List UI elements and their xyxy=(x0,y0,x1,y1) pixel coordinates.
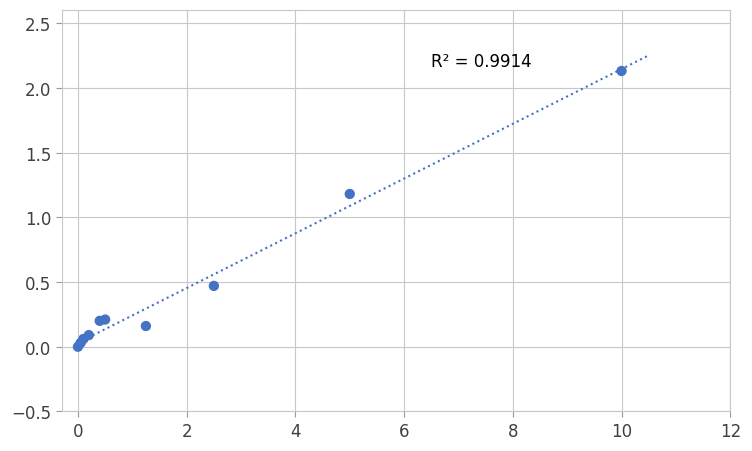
Point xyxy=(94,318,106,325)
Point xyxy=(77,336,89,343)
Point xyxy=(72,343,84,350)
Text: R² = 0.9914: R² = 0.9914 xyxy=(432,53,532,71)
Point xyxy=(99,316,111,323)
Point xyxy=(208,283,220,290)
Point xyxy=(616,68,628,75)
Point xyxy=(344,191,356,198)
Point xyxy=(140,322,152,330)
Point xyxy=(83,332,95,339)
Point xyxy=(74,340,86,347)
